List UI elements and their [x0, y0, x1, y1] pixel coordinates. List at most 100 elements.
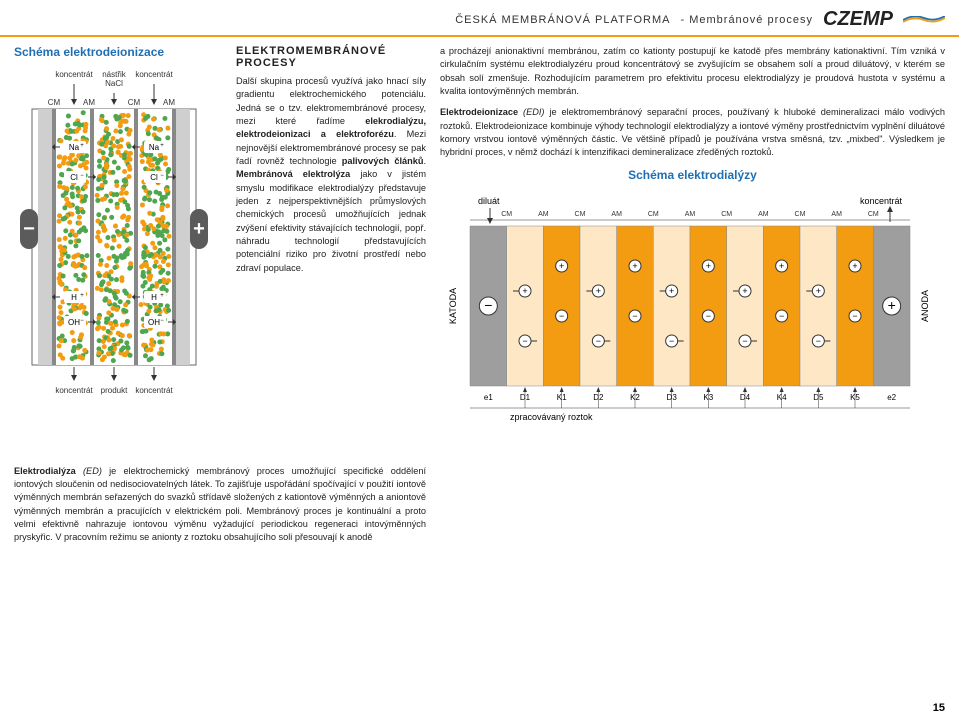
- svg-text:−: −: [484, 297, 492, 313]
- mid-column: ELEKTROMEMBRÁNOVÉ PROCESY Další skupina …: [236, 45, 426, 441]
- svg-text:CM: CM: [575, 211, 586, 218]
- svg-text:+: +: [160, 143, 164, 149]
- svg-text:AM: AM: [83, 98, 95, 107]
- svg-text:K4: K4: [777, 393, 787, 402]
- svg-text:nástřik: nástřik: [102, 70, 127, 79]
- svg-text:produkt: produkt: [101, 386, 128, 395]
- svg-text:−: −: [816, 336, 821, 346]
- svg-text:koncentrát: koncentrát: [55, 70, 93, 79]
- svg-text:+: +: [669, 286, 674, 296]
- svg-text:e1: e1: [484, 393, 493, 402]
- svg-text:+: +: [852, 261, 857, 271]
- svg-text:+: +: [160, 293, 164, 299]
- svg-text:+: +: [888, 297, 896, 313]
- page-number: 15: [933, 702, 945, 714]
- right-para1: a procházejí anionaktivní membránou, zat…: [440, 45, 945, 98]
- svg-text:K1: K1: [557, 393, 567, 402]
- svg-text:koncentrát: koncentrát: [55, 386, 93, 395]
- mid-heading: ELEKTROMEMBRÁNOVÉ PROCESY: [236, 45, 426, 69]
- svg-text:Cl: Cl: [150, 173, 158, 182]
- ed-title: Schéma elektrodialýzy: [440, 168, 945, 182]
- svg-text:+: +: [706, 261, 711, 271]
- header-section: - Membránové procesy: [680, 14, 813, 26]
- svg-text:Na: Na: [149, 143, 160, 152]
- svg-text:AM: AM: [538, 211, 549, 218]
- svg-text:−: −: [160, 173, 164, 179]
- svg-text:Na: Na: [69, 143, 80, 152]
- right-column: a procházejí anionaktivní membránou, zat…: [440, 45, 945, 441]
- svg-text:H: H: [71, 293, 77, 302]
- svg-text:−: −: [779, 311, 784, 321]
- svg-text:+: +: [559, 261, 564, 271]
- svg-text:K3: K3: [703, 393, 713, 402]
- svg-text:−: −: [596, 336, 601, 346]
- svg-text:−: −: [522, 336, 527, 346]
- header-org: ČESKÁ MEMBRÁNOVÁ PLATFORMA: [455, 14, 670, 26]
- svg-text:K5: K5: [850, 393, 860, 402]
- svg-text:−: −: [852, 311, 857, 321]
- svg-text:+: +: [596, 286, 601, 296]
- svg-text:CM: CM: [721, 211, 732, 218]
- edi-title: Schéma elektrodeionizace: [14, 45, 222, 59]
- svg-text:koncentrát: koncentrát: [135, 386, 173, 395]
- svg-text:−: −: [742, 336, 747, 346]
- svg-text:−: −: [23, 218, 35, 240]
- svg-text:+: +: [522, 286, 527, 296]
- svg-text:OH: OH: [68, 318, 80, 327]
- svg-text:CM: CM: [48, 98, 61, 107]
- svg-text:AM: AM: [611, 211, 622, 218]
- svg-text:D4: D4: [740, 393, 751, 402]
- svg-text:CM: CM: [648, 211, 659, 218]
- svg-text:AM: AM: [758, 211, 769, 218]
- svg-text:+: +: [80, 143, 84, 149]
- svg-text:AM: AM: [163, 98, 175, 107]
- header: ČESKÁ MEMBRÁNOVÁ PLATFORMA - Membránové …: [0, 0, 959, 35]
- svg-text:+: +: [632, 261, 637, 271]
- svg-text:diluát: diluát: [478, 196, 500, 206]
- svg-text:ANODA: ANODA: [920, 290, 930, 322]
- svg-text:+: +: [779, 261, 784, 271]
- svg-text:+: +: [742, 286, 747, 296]
- svg-text:+: +: [816, 286, 821, 296]
- svg-text:D2: D2: [593, 393, 604, 402]
- svg-text:D1: D1: [520, 393, 531, 402]
- svg-text:−: −: [669, 336, 674, 346]
- svg-text:CM: CM: [501, 211, 512, 218]
- svg-text:D3: D3: [667, 393, 678, 402]
- svg-text:−: −: [160, 318, 164, 324]
- svg-text:H: H: [151, 293, 157, 302]
- header-section-text: Membránové procesy: [689, 14, 813, 26]
- svg-text:K2: K2: [630, 393, 640, 402]
- svg-text:−: −: [632, 311, 637, 321]
- header-rule: [0, 35, 959, 37]
- bottom-body: Elektrodialýza (ED) je elektrochemický m…: [14, 465, 426, 545]
- svg-text:KATODA: KATODA: [448, 288, 458, 324]
- svg-text:−: −: [559, 311, 564, 321]
- svg-text:zpracovávaný roztok: zpracovávaný roztok: [510, 412, 593, 422]
- ed-schematic: diluát koncentrát CM e1 AM + − D1 CM + − K1 AM + − D2 CM…: [440, 186, 945, 441]
- svg-text:AM: AM: [685, 211, 696, 218]
- svg-text:−: −: [80, 173, 84, 179]
- svg-text:OH: OH: [148, 318, 160, 327]
- right-para2: Elektrodeionizace (EDI) je elektromembrá…: [440, 106, 945, 159]
- svg-text:CM: CM: [795, 211, 806, 218]
- wave-icon: [903, 16, 945, 24]
- svg-text:CM: CM: [868, 211, 879, 218]
- svg-text:koncentrát: koncentrát: [135, 70, 173, 79]
- content-grid: Schéma elektrodeionizace koncentrát nástř…: [0, 45, 959, 545]
- svg-text:koncentrát: koncentrát: [860, 196, 903, 206]
- svg-text:Cl: Cl: [70, 173, 78, 182]
- edi-svg: koncentrát nástřik Na Cl koncentrát CM AM CM AM −…: [14, 65, 214, 425]
- edi-column: Schéma elektrodeionizace koncentrát nástř…: [14, 45, 222, 441]
- svg-text:−: −: [80, 318, 84, 324]
- svg-text:CM: CM: [128, 98, 141, 107]
- svg-text:−: −: [706, 311, 711, 321]
- svg-text:AM: AM: [831, 211, 842, 218]
- ed-svg: diluát koncentrát CM e1 AM + − D1 CM + − K1 AM + − D2 CM…: [440, 186, 940, 436]
- svg-text:e2: e2: [887, 393, 896, 402]
- svg-text:+: +: [193, 218, 205, 240]
- logo-text: CZEMP: [823, 8, 893, 31]
- edi-schematic: koncentrát nástřik Na Cl koncentrát CM AM CM AM −…: [14, 65, 214, 425]
- svg-text:D5: D5: [813, 393, 824, 402]
- mid-body: Další skupina procesů využívá jako hnací…: [236, 75, 426, 275]
